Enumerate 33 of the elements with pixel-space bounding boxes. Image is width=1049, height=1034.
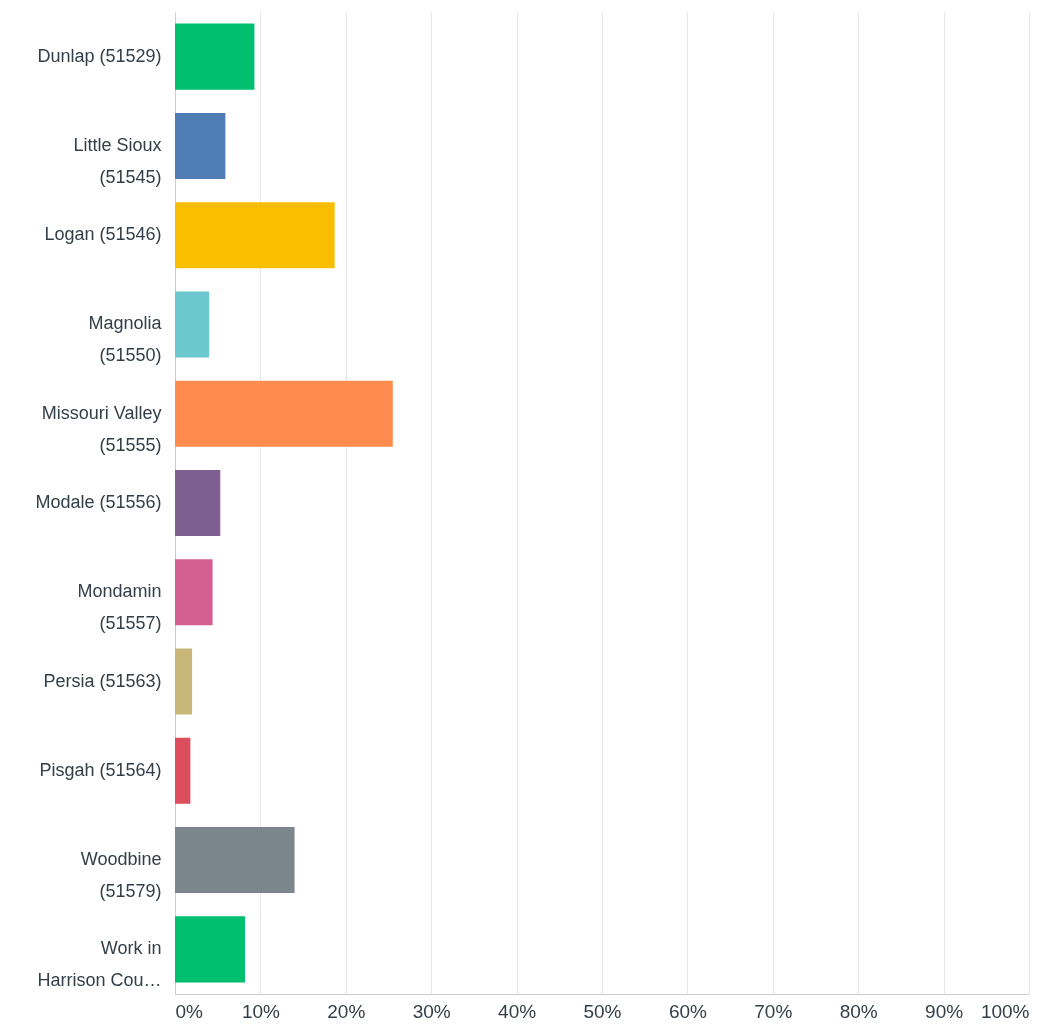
- bar: [175, 202, 335, 269]
- bar: [175, 469, 221, 537]
- y-tick-label: Woodbine (51579): [80, 849, 162, 902]
- y-tick-label: Work in Harrison Cou…: [37, 938, 162, 991]
- x-tick-label: 90%: [925, 1000, 964, 1022]
- y-tick-label: Persia (51563): [43, 670, 162, 691]
- y-tick-label: Modale (51556): [35, 492, 162, 512]
- bar: [175, 380, 393, 447]
- y-tick-label: Magnolia (51550): [88, 313, 163, 366]
- y-tick-label: Mondamin (51557): [77, 581, 162, 634]
- x-tick-label: 50%: [583, 1000, 622, 1022]
- bar: [175, 559, 213, 626]
- x-tick-label: 40%: [498, 1000, 537, 1022]
- x-tick-label: 70%: [754, 1000, 793, 1022]
- bar: [175, 648, 193, 715]
- y-tick-label: Logan (51546): [44, 224, 162, 245]
- bar: [175, 23, 255, 90]
- y-tick-label: Dunlap (51529): [37, 45, 162, 66]
- x-tick-label: 30%: [412, 1000, 451, 1022]
- bar: [175, 112, 226, 179]
- x-tick-label: 80%: [839, 1000, 878, 1022]
- bar: [175, 737, 191, 804]
- x-tick-label: 10%: [241, 1000, 281, 1022]
- bar: [175, 291, 210, 358]
- x-tick-label: 60%: [668, 1000, 708, 1022]
- bar: [175, 827, 295, 894]
- y-tick-label: Little Sioux (51545): [73, 134, 162, 187]
- x-tick-label: 0%: [175, 1000, 204, 1022]
- y-tick-label: Pisgah (51564): [39, 759, 162, 780]
- x-tick-label: 100%: [980, 1000, 1030, 1022]
- x-tick-label: 20%: [327, 1000, 366, 1022]
- bar: [175, 916, 246, 983]
- y-tick-label: Missouri Valley (51555): [41, 402, 162, 455]
